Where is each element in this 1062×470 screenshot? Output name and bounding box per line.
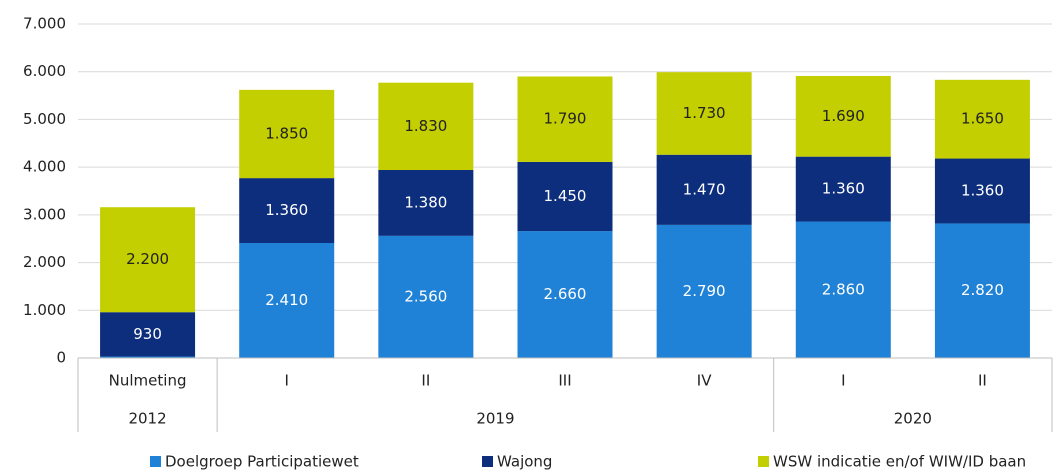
x-tick-label: III — [558, 372, 571, 390]
data-label: 1.690 — [822, 107, 865, 125]
bar-segment — [378, 170, 474, 236]
bar-segment — [239, 89, 335, 179]
x-tick-label: IV — [697, 372, 712, 390]
legend-label: WSW indicatie en/of WIW/ID baan — [773, 453, 1026, 470]
x-tick-label: I — [284, 372, 288, 390]
y-tick-label: 6.000 — [23, 62, 66, 80]
data-label: 2.410 — [265, 291, 308, 309]
data-label: 1.360 — [822, 180, 865, 198]
y-tick-label: 2.000 — [23, 253, 66, 271]
y-tick-label: 3.000 — [23, 205, 66, 223]
bar-segment — [656, 224, 752, 358]
x-tick-label: Nulmeting — [109, 372, 187, 390]
y-tick-label: 7.000 — [23, 15, 66, 33]
y-tick-label: 0 — [56, 349, 66, 367]
group-label: 2020 — [894, 410, 932, 428]
data-label: 1.850 — [265, 124, 308, 142]
bar-segment — [656, 154, 752, 225]
data-label: 1.830 — [404, 117, 447, 135]
data-label: 1.360 — [961, 182, 1004, 200]
data-label: 1.380 — [404, 193, 447, 211]
bar-segment — [656, 72, 752, 155]
data-label: 930 — [133, 325, 162, 343]
bar-segment — [239, 178, 335, 244]
y-tick-label: 5.000 — [23, 110, 66, 128]
bar-segment — [239, 243, 335, 358]
y-tick-label: 1.000 — [23, 301, 66, 319]
y-tick-label: 4.000 — [23, 158, 66, 176]
legend-swatch — [150, 456, 161, 467]
legend-swatch — [482, 456, 493, 467]
bar-segment — [517, 161, 613, 232]
bar-segment — [934, 158, 1030, 224]
group-label: 2019 — [476, 410, 514, 428]
bar-segment — [934, 223, 1030, 358]
data-label: 2.820 — [961, 281, 1004, 299]
x-tick-label: I — [841, 372, 845, 390]
legend-swatch — [758, 456, 769, 467]
data-label: 1.650 — [961, 110, 1004, 128]
bar-segment — [378, 82, 474, 171]
bar-segment — [378, 235, 474, 358]
bar-segment — [934, 79, 1030, 159]
data-label: 1.450 — [544, 187, 587, 205]
bar-segment — [100, 207, 196, 313]
data-label: 1.790 — [544, 110, 587, 128]
data-label: 2.660 — [544, 285, 587, 303]
bar-segment — [795, 76, 891, 157]
bar-segment — [795, 156, 891, 222]
data-label: 2.790 — [683, 282, 726, 300]
bar-segment — [100, 356, 196, 358]
data-label: 2.200 — [126, 250, 169, 268]
data-label: 2.560 — [404, 287, 447, 305]
group-label: 2012 — [128, 410, 166, 428]
data-label: 1.470 — [683, 180, 726, 198]
bar-segment — [517, 231, 613, 358]
x-tick-label: II — [978, 372, 987, 390]
bar-segment — [517, 76, 613, 162]
bar-segment — [795, 221, 891, 358]
legend-label: Wajong — [497, 453, 552, 470]
data-label: 1.730 — [683, 104, 726, 122]
data-label: 1.360 — [265, 201, 308, 219]
x-tick-label: II — [421, 372, 430, 390]
legend-label: Doelgroep Participatiewet — [165, 453, 359, 470]
bar-segment — [100, 312, 196, 357]
data-label: 2.860 — [822, 280, 865, 298]
